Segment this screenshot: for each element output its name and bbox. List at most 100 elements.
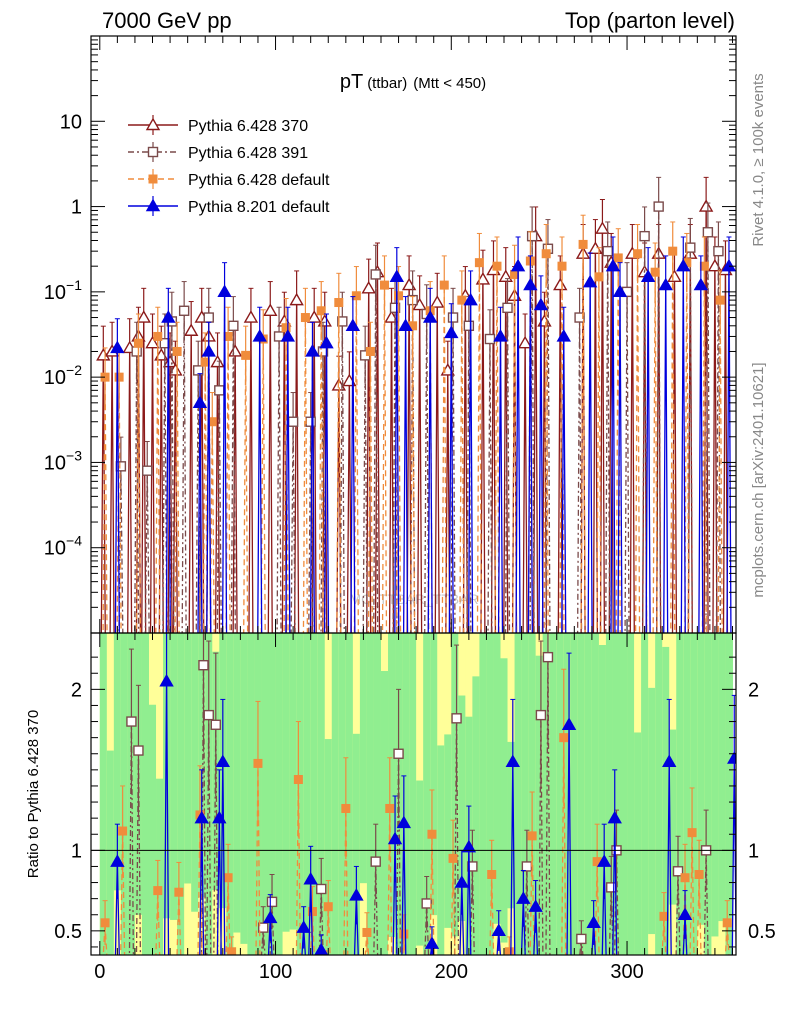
band-green [156, 778, 164, 955]
band-green [556, 633, 565, 955]
band-green [388, 633, 396, 938]
band-green [676, 633, 684, 955]
data-point [699, 261, 709, 271]
data-point [676, 258, 691, 272]
ratio-uncertainty-bands [99, 633, 733, 955]
legend-label: Pythia 8.201 default [188, 199, 330, 216]
data-point [653, 201, 664, 212]
data-point [640, 269, 656, 283]
header-right: Top (parton level) [565, 8, 735, 33]
data-point [133, 745, 144, 756]
data-point [613, 253, 623, 263]
data-point [110, 340, 125, 354]
data-point [693, 277, 709, 291]
mcplots-label: mcplots.cern.ch [arXiv:2401.10621] [750, 362, 767, 597]
data-point [510, 269, 520, 279]
data-point [174, 887, 184, 897]
data-point [586, 915, 601, 928]
data-point [556, 329, 571, 342]
band-green [683, 633, 691, 955]
data-point [263, 910, 278, 924]
data-point [337, 316, 348, 327]
data-point [576, 933, 587, 945]
data-point [110, 854, 125, 867]
data-point [394, 291, 404, 301]
data-point [505, 754, 521, 767]
y-tick-label: 10−4 [44, 533, 82, 560]
band-green [380, 671, 389, 955]
band-green [352, 733, 361, 955]
data-point [351, 291, 361, 301]
y-tick-label: 10−2 [44, 362, 82, 389]
header-left: 7000 GeV pp [102, 8, 232, 33]
data-point [401, 277, 417, 291]
y-tick-label: 1 [71, 197, 82, 219]
ratio-ylabel: Ratio to Pythia 6.428 370 [25, 710, 42, 878]
data-point [215, 754, 231, 767]
data-point [266, 896, 278, 908]
data-point [574, 312, 585, 323]
band-green [423, 633, 431, 955]
band-green [458, 695, 466, 921]
data-point [281, 323, 291, 333]
data-point [316, 306, 326, 316]
band-green [641, 633, 649, 955]
data-point [639, 230, 650, 242]
band-green [591, 633, 600, 955]
band-green [177, 633, 185, 955]
rivet-label: Rivet 4.1.0, ≥ 100k events [750, 73, 767, 246]
data-point [422, 310, 438, 323]
series-py8_default [110, 236, 736, 633]
series-line [128, 657, 709, 955]
band-green [648, 687, 656, 935]
data-point [210, 719, 221, 730]
band-green [184, 633, 192, 884]
band-green [620, 633, 628, 955]
band-green [500, 658, 509, 943]
data-point [280, 329, 296, 342]
data-point [385, 803, 395, 813]
data-point [147, 146, 159, 158]
x-tick-label: 200 [435, 961, 468, 983]
data-point [541, 249, 551, 259]
data-point [172, 346, 182, 356]
data-point [136, 310, 151, 323]
band-green [535, 655, 544, 955]
data-point [633, 249, 643, 259]
data-point [474, 258, 484, 268]
band-green [570, 633, 579, 955]
band-green [240, 633, 248, 944]
data-point [444, 325, 459, 339]
band-green [148, 704, 157, 955]
data-point [307, 907, 317, 917]
data-point [607, 810, 622, 824]
data-point [203, 709, 214, 721]
legend-label: Pythia 6.428 391 [188, 145, 308, 162]
data-point [602, 245, 613, 257]
data-point [439, 280, 449, 290]
data-point [145, 117, 161, 131]
band-green [598, 645, 607, 955]
band-green [99, 633, 108, 955]
band-green [634, 732, 642, 955]
title-sub: (ttbar) [367, 75, 407, 92]
band-green [655, 633, 663, 955]
band-green [331, 633, 340, 955]
data-point [605, 258, 621, 272]
data-point [305, 416, 316, 427]
band-green [514, 633, 523, 955]
data-point [502, 302, 513, 314]
band-green [106, 750, 115, 955]
ratio-y-tick-label-right: 2 [748, 679, 759, 701]
data-point [559, 733, 569, 743]
data-point [523, 277, 538, 291]
band-green [120, 633, 129, 955]
data-point [178, 305, 190, 316]
data-point [162, 354, 178, 368]
band-green [226, 633, 234, 955]
band-green [409, 633, 417, 955]
data-point [553, 277, 568, 291]
data-point [370, 856, 381, 867]
band-green [605, 633, 614, 955]
y-tick-label: 10−1 [44, 277, 82, 304]
